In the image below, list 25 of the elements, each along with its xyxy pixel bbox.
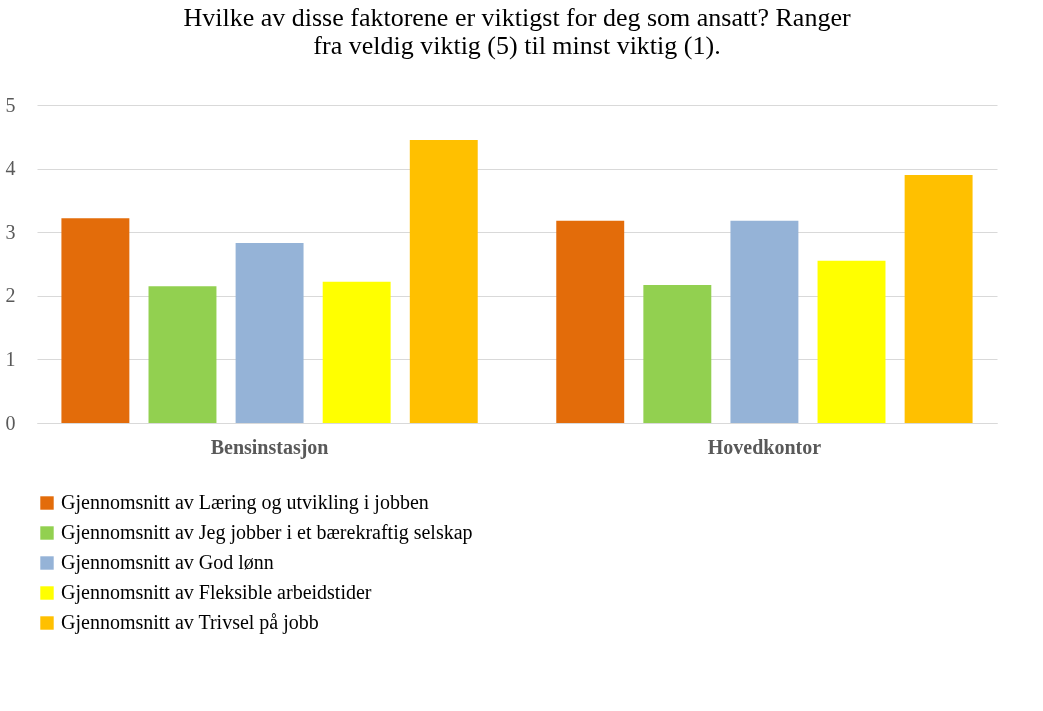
bar — [730, 220, 799, 423]
bar — [61, 218, 130, 423]
text: fra veldig viktig (5) til minst viktig (1). — [313, 31, 721, 60]
legend-label: Gjennomsnitt av Jeg jobber i et bærekraftig selskap — [61, 521, 473, 544]
y-tick-label: 1 — [5, 347, 16, 370]
bar — [817, 260, 886, 423]
legend-label: Gjennomsnitt av Læring og utvikling i jobben — [61, 491, 429, 514]
bar — [148, 286, 217, 423]
y-tick-label: 3 — [5, 220, 16, 243]
text: Hvilke av disse faktorene er viktigst for deg som ansatt? Ranger — [183, 3, 851, 32]
bar — [409, 139, 478, 423]
bar — [556, 220, 625, 423]
legend-label: Gjennomsnitt av Trivsel på jobb — [61, 611, 319, 634]
y-tick-label: 5 — [5, 93, 16, 116]
bar — [322, 281, 391, 423]
bar — [904, 174, 973, 423]
x-tick-label: Bensinstasjon — [210, 435, 329, 459]
y-tick-label: 0 — [5, 411, 16, 434]
x-tick-label: Hovedkontor — [707, 435, 822, 458]
bar — [643, 284, 712, 423]
bar — [235, 243, 304, 423]
y-tick-label: 4 — [5, 157, 16, 180]
y-tick-label: 2 — [5, 284, 16, 307]
legend-label: Gjennomsnitt av Fleksible arbeidstider — [61, 581, 372, 604]
legend-label: Gjennomsnitt av God lønn — [61, 551, 274, 574]
